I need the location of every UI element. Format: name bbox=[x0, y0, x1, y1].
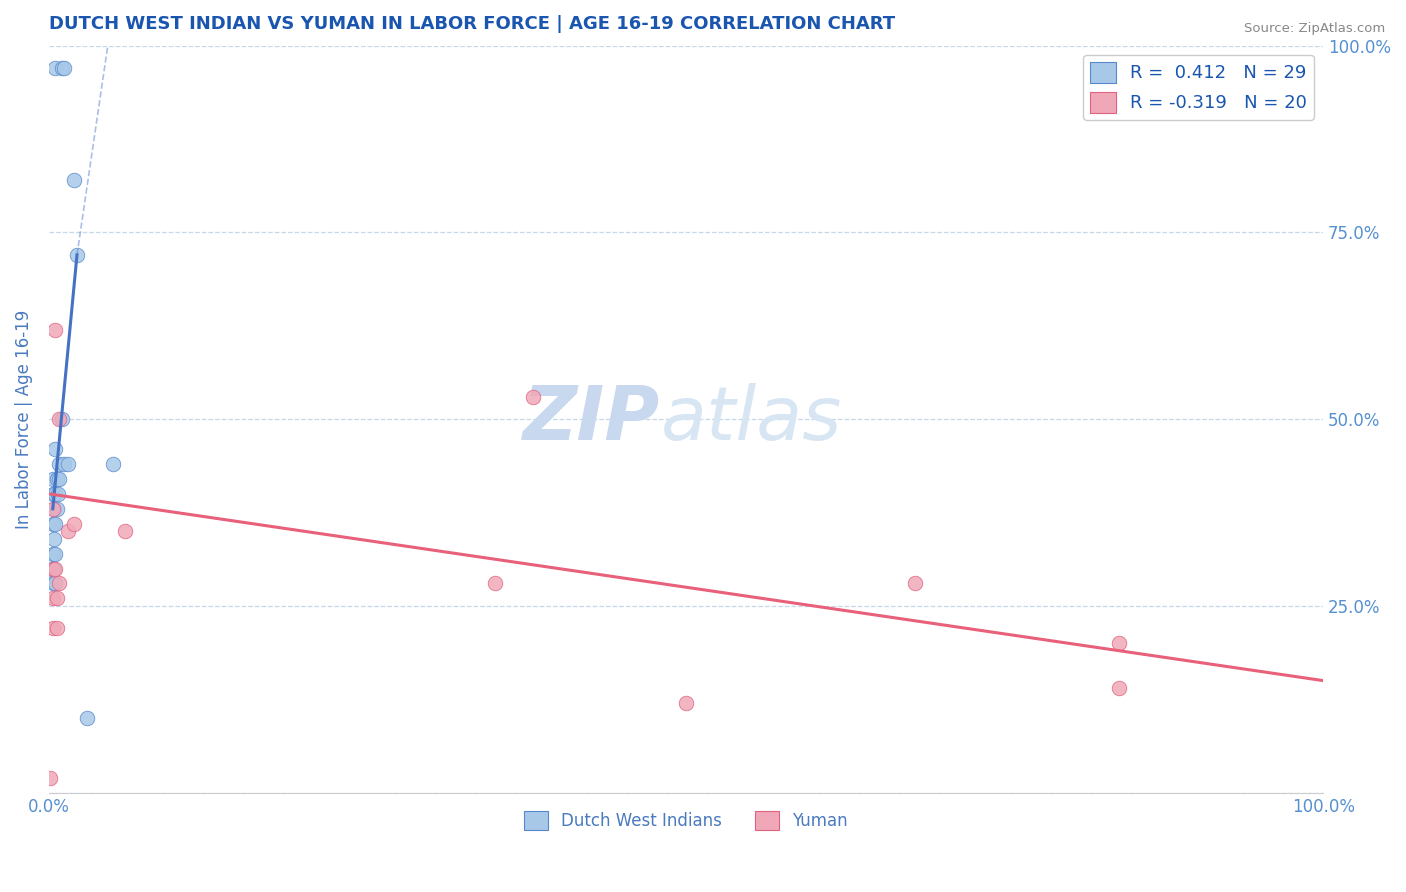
Point bbox=[44, 516, 66, 531]
Point bbox=[46, 487, 69, 501]
Text: atlas: atlas bbox=[661, 384, 842, 455]
Point bbox=[66, 248, 89, 262]
Point bbox=[45, 621, 67, 635]
Point bbox=[76, 711, 98, 725]
Point bbox=[53, 61, 76, 75]
Point bbox=[42, 516, 65, 531]
Point bbox=[44, 576, 66, 591]
Point bbox=[41, 561, 63, 575]
Point bbox=[484, 576, 506, 591]
Text: Source: ZipAtlas.com: Source: ZipAtlas.com bbox=[1244, 22, 1385, 36]
Point bbox=[42, 501, 65, 516]
Point bbox=[51, 61, 73, 75]
Y-axis label: In Labor Force | Age 16-19: In Labor Force | Age 16-19 bbox=[15, 310, 32, 529]
Point bbox=[48, 412, 70, 426]
Point bbox=[44, 442, 66, 456]
Point bbox=[48, 457, 70, 471]
Point bbox=[42, 621, 65, 635]
Point bbox=[53, 457, 76, 471]
Point bbox=[42, 561, 65, 575]
Point bbox=[522, 390, 544, 404]
Point bbox=[42, 487, 65, 501]
Legend: Dutch West Indians, Yuman: Dutch West Indians, Yuman bbox=[517, 804, 855, 837]
Point bbox=[42, 501, 65, 516]
Point bbox=[42, 532, 65, 546]
Point bbox=[56, 524, 79, 539]
Point bbox=[44, 61, 66, 75]
Point bbox=[675, 696, 697, 710]
Point bbox=[44, 547, 66, 561]
Text: ZIP: ZIP bbox=[523, 383, 661, 456]
Point bbox=[42, 472, 65, 486]
Point bbox=[63, 173, 86, 187]
Text: DUTCH WEST INDIAN VS YUMAN IN LABOR FORCE | AGE 16-19 CORRELATION CHART: DUTCH WEST INDIAN VS YUMAN IN LABOR FORC… bbox=[49, 15, 896, 33]
Point bbox=[56, 457, 79, 471]
Point bbox=[48, 576, 70, 591]
Point bbox=[42, 576, 65, 591]
Point bbox=[45, 472, 67, 486]
Point bbox=[44, 487, 66, 501]
Point bbox=[45, 591, 67, 606]
Point bbox=[48, 472, 70, 486]
Point bbox=[101, 457, 124, 471]
Point bbox=[51, 412, 73, 426]
Point bbox=[114, 524, 136, 539]
Point bbox=[39, 771, 62, 785]
Point bbox=[904, 576, 927, 591]
Point bbox=[1108, 636, 1130, 650]
Point bbox=[42, 561, 65, 575]
Point bbox=[42, 547, 65, 561]
Point bbox=[44, 561, 66, 575]
Point bbox=[45, 501, 67, 516]
Point bbox=[1108, 681, 1130, 695]
Point bbox=[44, 322, 66, 336]
Point bbox=[42, 591, 65, 606]
Point bbox=[63, 516, 86, 531]
